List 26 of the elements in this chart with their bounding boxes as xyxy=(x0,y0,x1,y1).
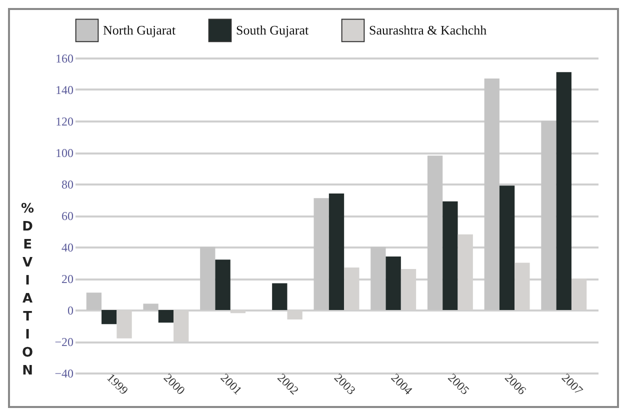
bar xyxy=(102,310,117,324)
y-tick-label: 80 xyxy=(62,178,74,192)
y-tick-label: 100 xyxy=(56,146,74,160)
bar xyxy=(272,283,288,310)
y-tick-label: 140 xyxy=(56,83,74,97)
bar xyxy=(442,201,458,310)
y-tick-label: 60 xyxy=(62,209,74,223)
y-tick-label: 40 xyxy=(62,240,74,254)
bar xyxy=(499,186,515,310)
bar xyxy=(215,260,230,310)
y-tick-label: 0 xyxy=(68,304,74,318)
x-tick-label: 2007 xyxy=(558,370,586,398)
bar xyxy=(386,256,401,310)
y-tick-label: 160 xyxy=(56,52,74,66)
bar xyxy=(328,193,344,310)
y-tick-label: −40 xyxy=(54,366,74,380)
bar xyxy=(158,310,174,323)
legend-label: South Gujarat xyxy=(236,22,309,38)
y-tick-label: −20 xyxy=(54,335,74,349)
bar xyxy=(556,72,572,310)
y-tick-label: 120 xyxy=(56,114,74,128)
x-tick-label: 1999 xyxy=(104,370,132,398)
legend-label: North Gujarat xyxy=(103,22,176,38)
text: % DEVIATION xyxy=(20,202,34,378)
legend-label: Saurashtra & Kachchh xyxy=(369,22,488,38)
y-tick-label: 20 xyxy=(62,272,74,286)
